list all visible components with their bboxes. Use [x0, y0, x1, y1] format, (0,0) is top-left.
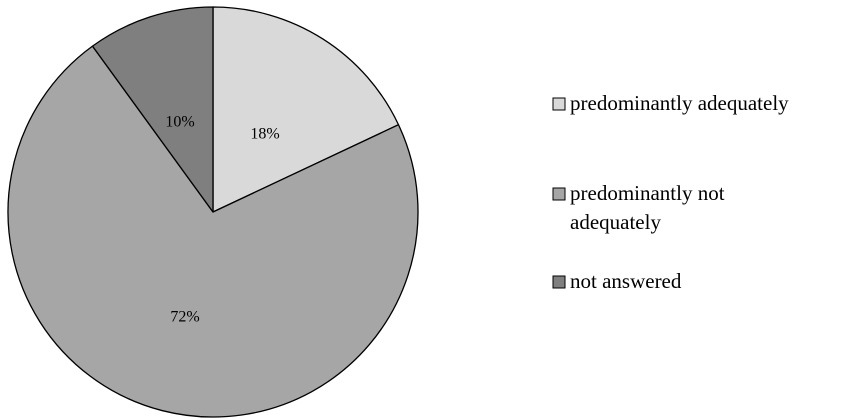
legend-item-not-adequately: predominantly not adequately — [552, 181, 725, 234]
legend-item-adequately: predominantly adequately — [552, 91, 789, 115]
slice-label-not-adequately: 72% — [170, 309, 199, 326]
legend-swatch-not-adequately — [552, 187, 566, 201]
pie-slice-adequately — [212, 6, 400, 213]
slice-label-not-answered: 10% — [165, 114, 194, 131]
legend-label-adequately: predominantly adequately — [570, 91, 789, 115]
legend-label-not-answered: not answered — [570, 269, 682, 293]
pie-slice-not-adequately — [7, 45, 419, 418]
slice-label-adequately: 18% — [250, 126, 279, 143]
pie-slices — [7, 6, 419, 418]
legend-swatch-adequately — [552, 97, 566, 111]
pie-slice-not-answered — [91, 6, 214, 213]
legend-label-not-adequately: adequately — [570, 210, 661, 234]
legend-swatch-not-answered — [552, 275, 566, 289]
pie-slice-labels: 18% 72% 10% — [165, 114, 279, 326]
legend-label-not-adequately: predominantly not — [570, 181, 725, 205]
chart-legend: predominantly adequately predominantly no… — [552, 91, 789, 293]
legend-item-not-answered: not answered — [552, 269, 682, 293]
